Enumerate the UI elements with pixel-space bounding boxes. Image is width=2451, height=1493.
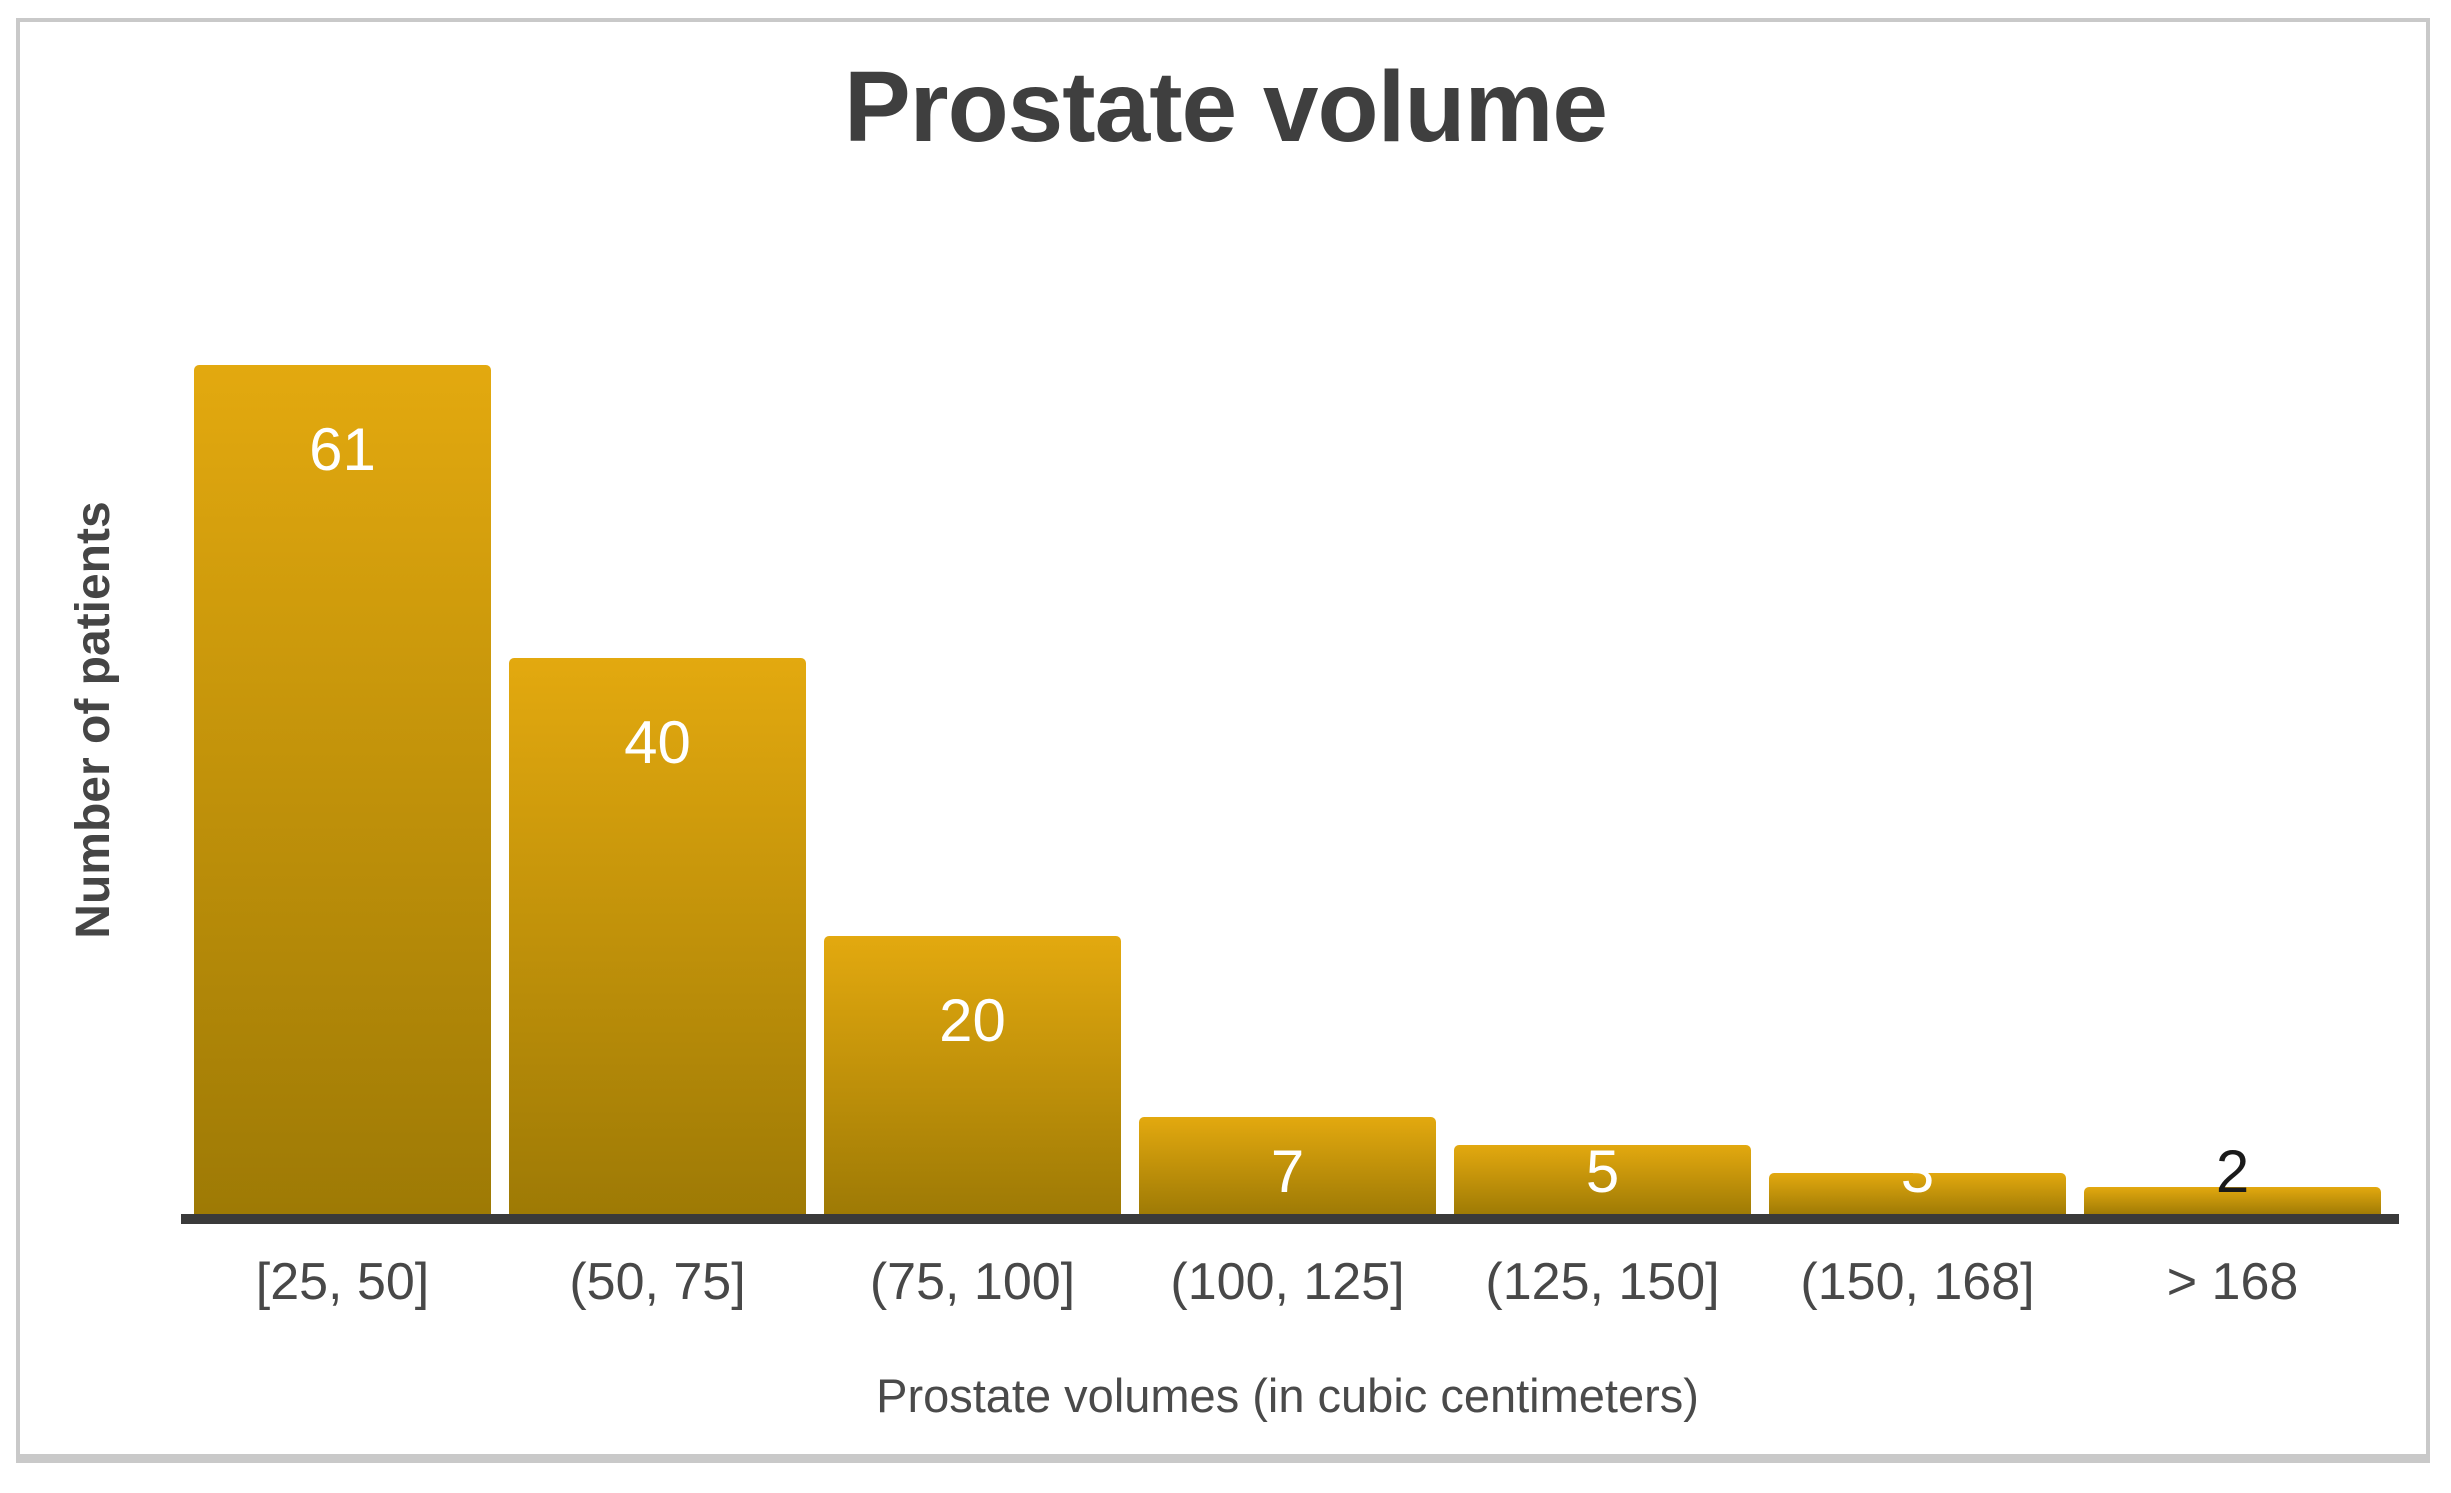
x-tick-label: (100, 125] [1170, 1253, 1405, 1311]
plot-area: 61 40 20 7 5 3 2 [181, 300, 2399, 1224]
bar [194, 365, 491, 1215]
bar-value-label: 40 [624, 709, 691, 776]
x-tick-label: (75, 100] [869, 1253, 1076, 1311]
bar [2084, 1187, 2381, 1215]
x-axis-line [181, 1214, 2399, 1224]
bar-slot: 7 [1130, 300, 1445, 1215]
bar-slot: 61 [185, 300, 500, 1215]
bar [1769, 1173, 2066, 1215]
bar-slot: 5 [1445, 300, 1760, 1215]
x-tick-label: (125, 150] [1485, 1253, 1720, 1311]
chart-title: Prostate volume [843, 51, 1608, 163]
bar [509, 658, 806, 1215]
x-tick-label: (150, 168] [1800, 1253, 2035, 1311]
bar-slot: 20 [815, 300, 1130, 1215]
bar-slot: 2 [2075, 300, 2390, 1215]
x-tick-label: [25, 50] [255, 1253, 430, 1311]
bar-value-label: 7 [1270, 1138, 1305, 1205]
bar [824, 936, 1121, 1215]
bar-value-label: 2 [2215, 1138, 2250, 1205]
x-axis-title: Prostate volumes (in cubic centimeters) [876, 1369, 1699, 1422]
y-axis-title: Number of patients [67, 501, 120, 939]
bar-value-label: 5 [1585, 1138, 1620, 1205]
bar [1454, 1145, 1751, 1215]
bar-slot: 3 [1760, 300, 2075, 1215]
bar-value-label: 3 [1900, 1138, 1935, 1205]
x-ticks-row: [25, 50] (50, 75] (75, 100] (100, 125] (125,… [185, 1252, 2390, 1312]
x-tick-label: (50, 75] [569, 1253, 746, 1311]
bars-row: 61 40 20 7 5 3 2 [185, 300, 2390, 1215]
bar-value-label: 61 [309, 416, 376, 483]
bar [1139, 1117, 1436, 1215]
bar-slot: 40 [500, 300, 815, 1215]
x-tick-label: > 168 [2166, 1253, 2299, 1311]
bar-value-label: 20 [939, 987, 1006, 1054]
